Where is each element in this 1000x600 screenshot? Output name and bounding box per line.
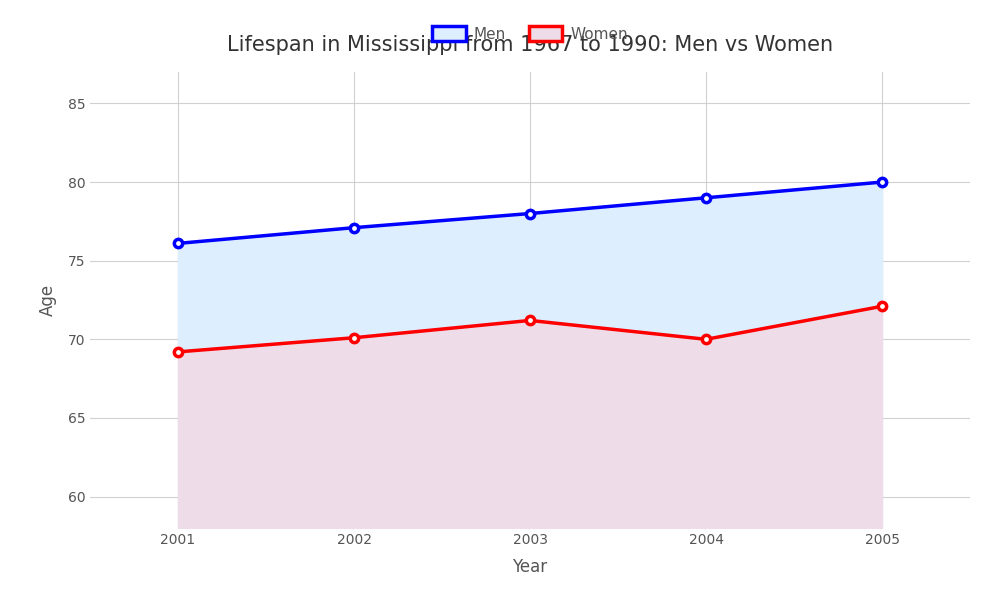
X-axis label: Year: Year (512, 558, 548, 576)
Legend: Men, Women: Men, Women (426, 20, 634, 48)
Title: Lifespan in Mississippi from 1967 to 1990: Men vs Women: Lifespan in Mississippi from 1967 to 199… (227, 35, 833, 55)
Y-axis label: Age: Age (38, 284, 56, 316)
